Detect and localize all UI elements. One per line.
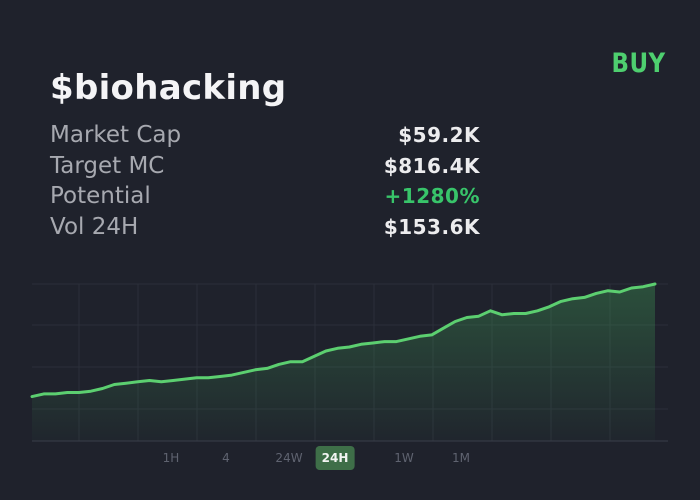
stat-label: Market Cap [50, 122, 182, 149]
stat-value: $816.4K [383, 153, 480, 178]
stat-row-potential: Potential +1280% [50, 181, 480, 212]
timeframe-tabs: 1H 4 24W 24H 1W 1M [0, 446, 700, 472]
buy-button[interactable]: BUY [611, 48, 666, 79]
stat-value: $59.2K [398, 123, 480, 148]
stat-row-market-cap: Market Cap $59.2K [50, 120, 480, 151]
tab-24h[interactable]: 24H [315, 446, 355, 470]
tab-1m[interactable]: 1M [452, 451, 470, 465]
tab-24w[interactable]: 24W [275, 451, 303, 465]
stat-value: $153.6K [383, 214, 480, 239]
price-line [30, 282, 657, 399]
tab-4[interactable]: 4 [222, 451, 230, 465]
token-title: $biohacking [50, 68, 287, 108]
price-area [32, 284, 655, 441]
stat-label: Vol 24H [50, 213, 139, 240]
price-chart [30, 282, 668, 442]
stat-label: Target MC [50, 152, 165, 179]
stat-value: +1280% [384, 184, 480, 209]
stats-panel: Market Cap $59.2K Target MC $816.4K Pote… [50, 120, 480, 242]
tab-1w[interactable]: 1W [394, 451, 414, 465]
stat-row-target-mc: Target MC $816.4K [50, 151, 480, 182]
stat-row-vol-24h: Vol 24H $153.6K [50, 212, 480, 243]
tab-1h[interactable]: 1H [162, 451, 180, 465]
stat-label: Potential [50, 183, 151, 210]
